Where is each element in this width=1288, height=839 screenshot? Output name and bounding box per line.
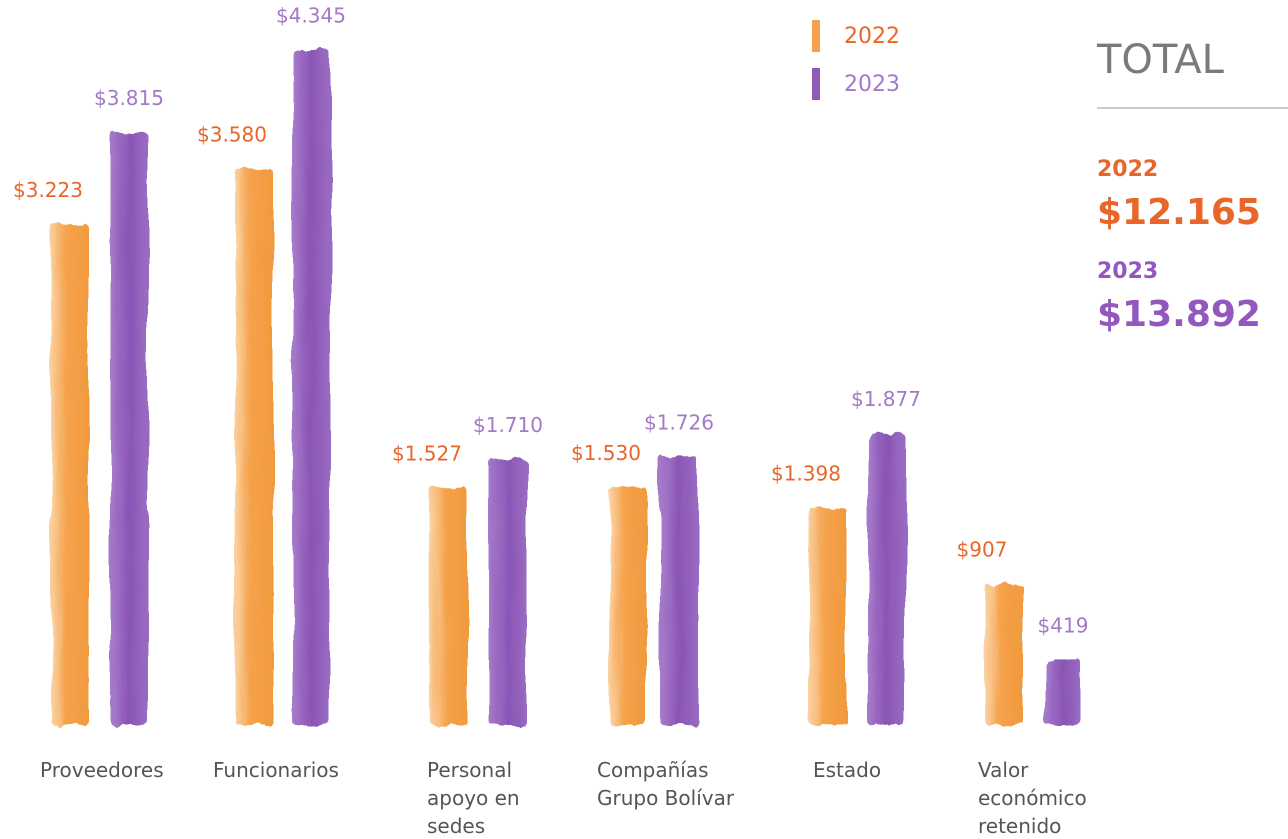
value-label: $907 [957, 538, 1008, 562]
bar [867, 433, 905, 725]
bar [809, 507, 847, 725]
value-label: $4.345 [276, 4, 346, 28]
bar [110, 132, 148, 726]
category-label: Estado [813, 758, 882, 782]
value-label: $1.710 [473, 413, 543, 437]
bar [235, 168, 273, 725]
bar [292, 50, 330, 725]
category-label: Proveedores [40, 758, 164, 782]
total-value: $13.892 [1097, 294, 1261, 335]
total-year: 2022 [1097, 157, 1158, 182]
bar [609, 487, 647, 725]
bar [1044, 659, 1082, 725]
value-label: $1.527 [392, 441, 462, 465]
legend-swatch [812, 20, 820, 52]
legend-swatch [812, 68, 820, 100]
bar [51, 224, 89, 725]
totals-title: TOTAL [1096, 37, 1225, 83]
bar [430, 487, 468, 725]
category-label: Funcionarios [213, 758, 339, 782]
value-label: $1.530 [571, 441, 641, 465]
total-year: 2023 [1097, 259, 1158, 284]
legend-label: 2022 [844, 24, 900, 49]
bar [489, 459, 527, 725]
value-label: $3.223 [13, 178, 83, 202]
value-label: $1.398 [771, 461, 841, 485]
value-label: $3.815 [94, 86, 164, 110]
value-label: $419 [1038, 613, 1089, 637]
bar [985, 584, 1023, 725]
category-label: Personal apoyo en sedes [427, 758, 520, 838]
value-label: $1.877 [851, 387, 921, 411]
total-value: $12.165 [1097, 192, 1261, 233]
value-label: $1.726 [644, 410, 714, 434]
bar [660, 456, 698, 725]
category-label: Compañías Grupo Bolívar [597, 758, 735, 810]
legend-label: 2023 [844, 72, 900, 97]
category-label: Valor económico retenido [978, 758, 1087, 838]
value-label: $3.580 [197, 122, 267, 146]
